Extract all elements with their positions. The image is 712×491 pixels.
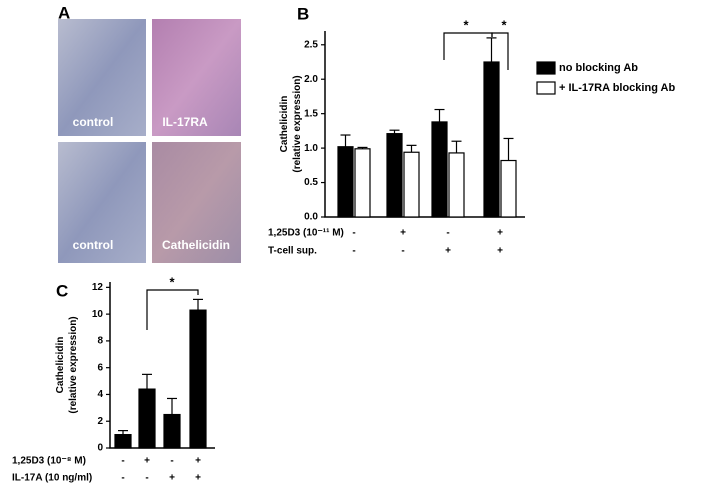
bar: [386, 133, 403, 218]
y-tick-label: 0.5: [304, 177, 318, 188]
condition-label: 1,25D3 (10⁻¹¹ M): [268, 228, 344, 239]
image-label: IL-17RA: [162, 115, 208, 129]
bar: [114, 434, 132, 449]
y-tick-label: 6: [97, 362, 103, 373]
image-label: Cathelicidin: [162, 238, 230, 252]
condition-sign: -: [446, 228, 449, 239]
y-axis-label-line: (relative expression): [68, 316, 79, 413]
y-tick-label: 0.0: [304, 212, 318, 223]
condition-sign: -: [121, 473, 124, 484]
condition-sign: -: [401, 246, 404, 257]
y-tick-label: 8: [97, 336, 103, 347]
significance-bracket: [146, 289, 199, 330]
bar: [403, 151, 420, 218]
panel-label: A: [58, 3, 70, 22]
condition-sign: -: [170, 456, 173, 467]
legend-label: + IL-17RA blocking Ab: [559, 82, 676, 94]
legend-swatch: [536, 81, 556, 95]
condition-sign: +: [497, 246, 503, 257]
condition-label: 1,25D3 (10⁻⁸ M): [12, 456, 86, 467]
bar: [138, 388, 156, 449]
condition-sign: +: [195, 456, 201, 467]
image-label: control: [73, 238, 114, 252]
y-axis-label: Cathelicidin (relative expression): [279, 75, 303, 172]
y-tick-label: 2.5: [304, 39, 318, 50]
legend-label: no blocking Ab: [559, 62, 638, 74]
image-label: control: [73, 115, 114, 129]
significance-label: *: [501, 17, 507, 32]
bar: [500, 159, 517, 218]
micrograph: [58, 142, 146, 263]
panel-label: B: [297, 4, 309, 23]
condition-sign: +: [195, 473, 201, 484]
bar: [448, 152, 465, 218]
condition-sign: +: [400, 228, 406, 239]
y-axis-label-line: (relative expression): [292, 75, 303, 172]
condition-sign: +: [497, 228, 503, 239]
y-tick-label: 2: [97, 416, 103, 427]
bar: [189, 309, 207, 449]
significance-label: *: [463, 17, 469, 32]
condition-sign: -: [121, 456, 124, 467]
bar: [163, 413, 181, 449]
condition-sign: -: [352, 246, 355, 257]
condition-sign: +: [144, 456, 150, 467]
micrograph: [152, 19, 241, 136]
condition-sign: +: [445, 246, 451, 257]
y-tick-label: 10: [92, 309, 104, 320]
y-tick-label: 1.5: [304, 108, 318, 119]
bar: [337, 146, 354, 218]
condition-label: T-cell sup.: [268, 246, 317, 257]
significance-bracket: [443, 32, 493, 60]
legend-swatch: [536, 61, 556, 75]
y-tick-label: 1.0: [304, 143, 318, 154]
significance-bracket: [491, 32, 509, 70]
bar: [354, 148, 371, 218]
bar: [431, 121, 448, 218]
condition-sign: +: [169, 473, 175, 484]
y-axis-label-line: Cathelicidin: [279, 96, 290, 153]
y-tick-label: 0: [97, 443, 103, 454]
y-tick-label: 4: [97, 389, 103, 400]
condition-sign: -: [352, 228, 355, 239]
significance-label: *: [169, 274, 175, 289]
bar: [483, 61, 500, 218]
condition-label: IL-17A (10 ng/ml): [12, 473, 92, 484]
y-axis-label-line: Cathelicidin: [55, 337, 66, 394]
condition-sign: -: [145, 473, 148, 484]
micrograph: [152, 142, 241, 263]
micrograph: [58, 19, 146, 136]
y-tick-label: 2.0: [304, 74, 318, 85]
panel-label: C: [56, 281, 68, 300]
y-tick-label: 12: [92, 282, 104, 293]
y-axis-label: Cathelicidin (relative expression): [55, 316, 79, 413]
